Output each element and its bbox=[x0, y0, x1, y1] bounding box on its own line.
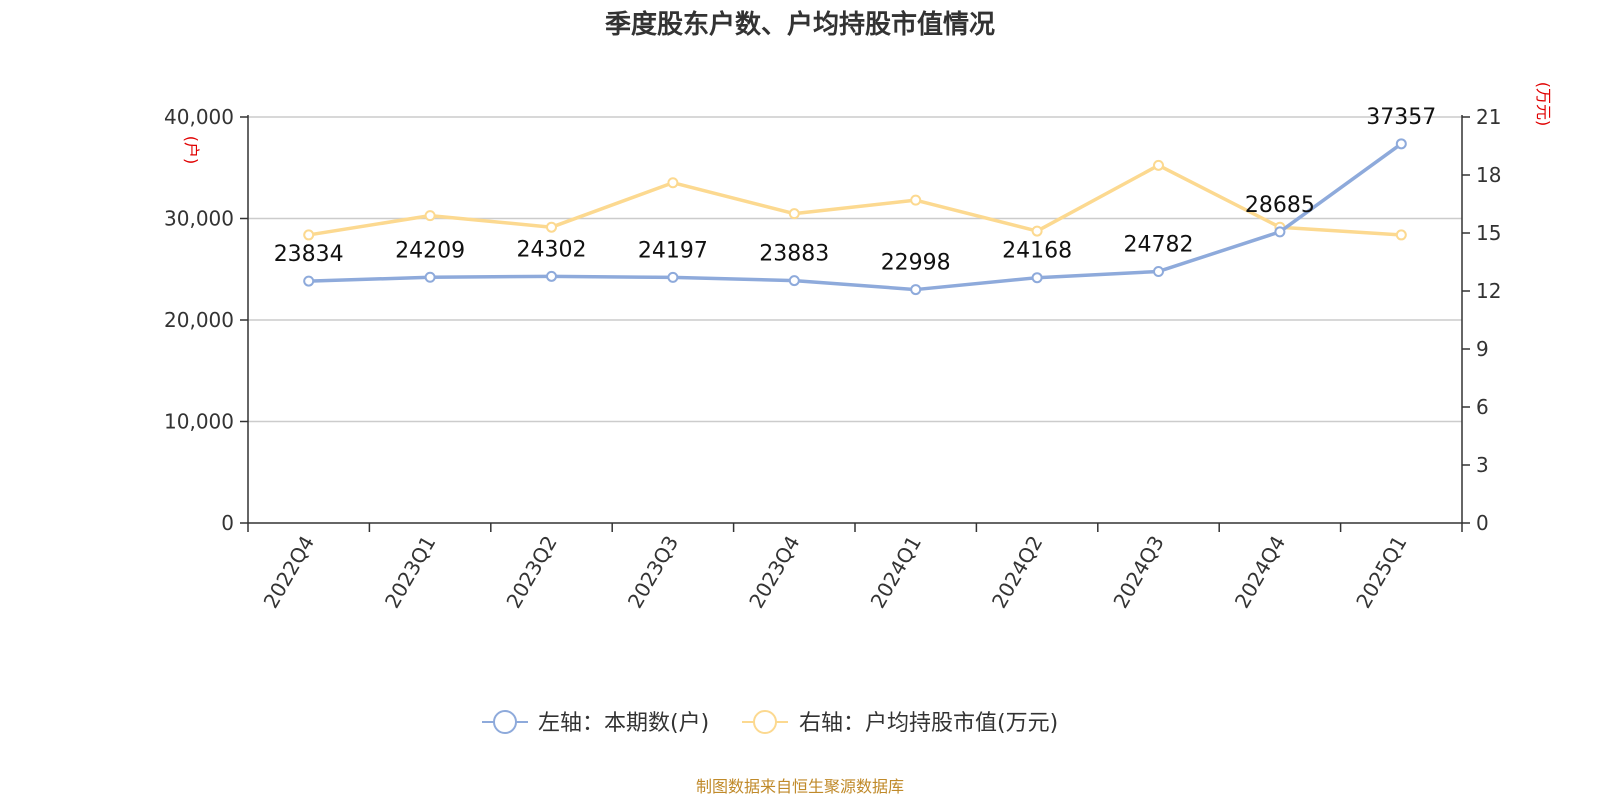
point-holders bbox=[667, 271, 679, 283]
data-label: 24168 bbox=[1002, 239, 1072, 264]
x-tick-label: 2023Q1 bbox=[380, 532, 440, 613]
x-tick-label: 2024Q4 bbox=[1230, 532, 1290, 613]
point-market-value bbox=[667, 177, 679, 189]
legend: 左轴：本期数(户) 右轴：户均持股市值(万元) bbox=[482, 710, 1058, 736]
series-line-market-value bbox=[308, 163, 1402, 237]
point-market-value bbox=[546, 221, 557, 233]
data-label: 37357 bbox=[1366, 105, 1436, 130]
data-label: 24782 bbox=[1124, 232, 1194, 257]
x-tick-label: 2024Q2 bbox=[987, 532, 1047, 613]
point-holders bbox=[1395, 138, 1407, 150]
point-market-value bbox=[1031, 225, 1043, 237]
x-tick-label: 2023Q2 bbox=[501, 532, 561, 613]
x-tick-label: 2022Q4 bbox=[259, 532, 319, 613]
x-tick-label: 2024Q3 bbox=[1108, 532, 1168, 613]
legend-swatch-marker bbox=[493, 710, 517, 734]
source-note: 制图数据来自恒生聚源数据库 bbox=[696, 777, 904, 796]
series-line-holders bbox=[308, 142, 1403, 292]
point-market-value bbox=[788, 208, 800, 220]
left-tick-label: 0 bbox=[221, 511, 234, 535]
point-market-value bbox=[303, 229, 315, 241]
data-label: 28685 bbox=[1245, 193, 1315, 218]
right-tick-label: 21 bbox=[1476, 105, 1501, 129]
right-tick-label: 12 bbox=[1476, 279, 1501, 303]
right-tick-label: 18 bbox=[1476, 163, 1501, 187]
data-label: 24209 bbox=[395, 238, 465, 263]
left-axis-unit: (户) bbox=[182, 136, 201, 165]
point-holders bbox=[1031, 272, 1043, 284]
point-holders bbox=[546, 270, 557, 282]
x-tick-label: 2023Q4 bbox=[744, 532, 804, 613]
left-tick-label: 30,000 bbox=[164, 207, 234, 231]
right-tick-label: 0 bbox=[1476, 511, 1489, 535]
x-tick-label: 2025Q1 bbox=[1351, 532, 1411, 613]
point-market-value bbox=[1395, 229, 1407, 241]
point-market-value bbox=[1153, 159, 1164, 171]
axes: 0 10,000 20,000 30,000 40,000 (户) 0 3 6 9 12 15 18 21… bbox=[164, 82, 1553, 612]
legend-item-market-value: 右轴：户均持股市值(万元) bbox=[742, 710, 1058, 736]
point-holders bbox=[910, 284, 922, 296]
data-label: 24197 bbox=[638, 238, 708, 263]
legend-swatch-marker bbox=[753, 710, 777, 734]
point-holders bbox=[788, 275, 800, 287]
series bbox=[303, 138, 1407, 296]
grid bbox=[248, 116, 1462, 423]
point-holders bbox=[1274, 226, 1286, 238]
legend-label: 左轴：本期数(户) bbox=[538, 711, 709, 736]
legend-label: 右轴：户均持股市值(万元) bbox=[799, 711, 1058, 736]
left-tick-label: 20,000 bbox=[164, 308, 234, 332]
right-axis-unit: (万元) bbox=[1534, 82, 1553, 127]
right-tick-label: 6 bbox=[1476, 395, 1489, 419]
data-label: 22998 bbox=[881, 251, 951, 276]
data-labels: 23834 24209 24302 24197 23883 22998 24168 24782… bbox=[274, 105, 1437, 276]
x-tick-label: 2024Q1 bbox=[866, 532, 926, 613]
x-tick-label: 2023Q3 bbox=[623, 532, 683, 613]
left-tick-label: 40,000 bbox=[164, 105, 234, 129]
right-tick-label: 3 bbox=[1476, 453, 1489, 477]
point-market-value bbox=[424, 210, 436, 222]
right-tick-label: 9 bbox=[1476, 337, 1489, 361]
chart-title: 季度股东户数、户均持股市值情况 bbox=[605, 9, 995, 40]
data-label: 23883 bbox=[759, 242, 829, 267]
data-label: 24302 bbox=[517, 237, 587, 262]
point-holders bbox=[424, 271, 436, 283]
legend-item-holders: 左轴：本期数(户) bbox=[482, 710, 709, 736]
left-tick-label: 10,000 bbox=[164, 410, 234, 434]
point-holders bbox=[1153, 265, 1164, 277]
point-market-value bbox=[910, 194, 922, 206]
point-holders bbox=[303, 275, 315, 287]
right-tick-label: 15 bbox=[1476, 221, 1501, 245]
data-label: 23834 bbox=[274, 242, 344, 267]
